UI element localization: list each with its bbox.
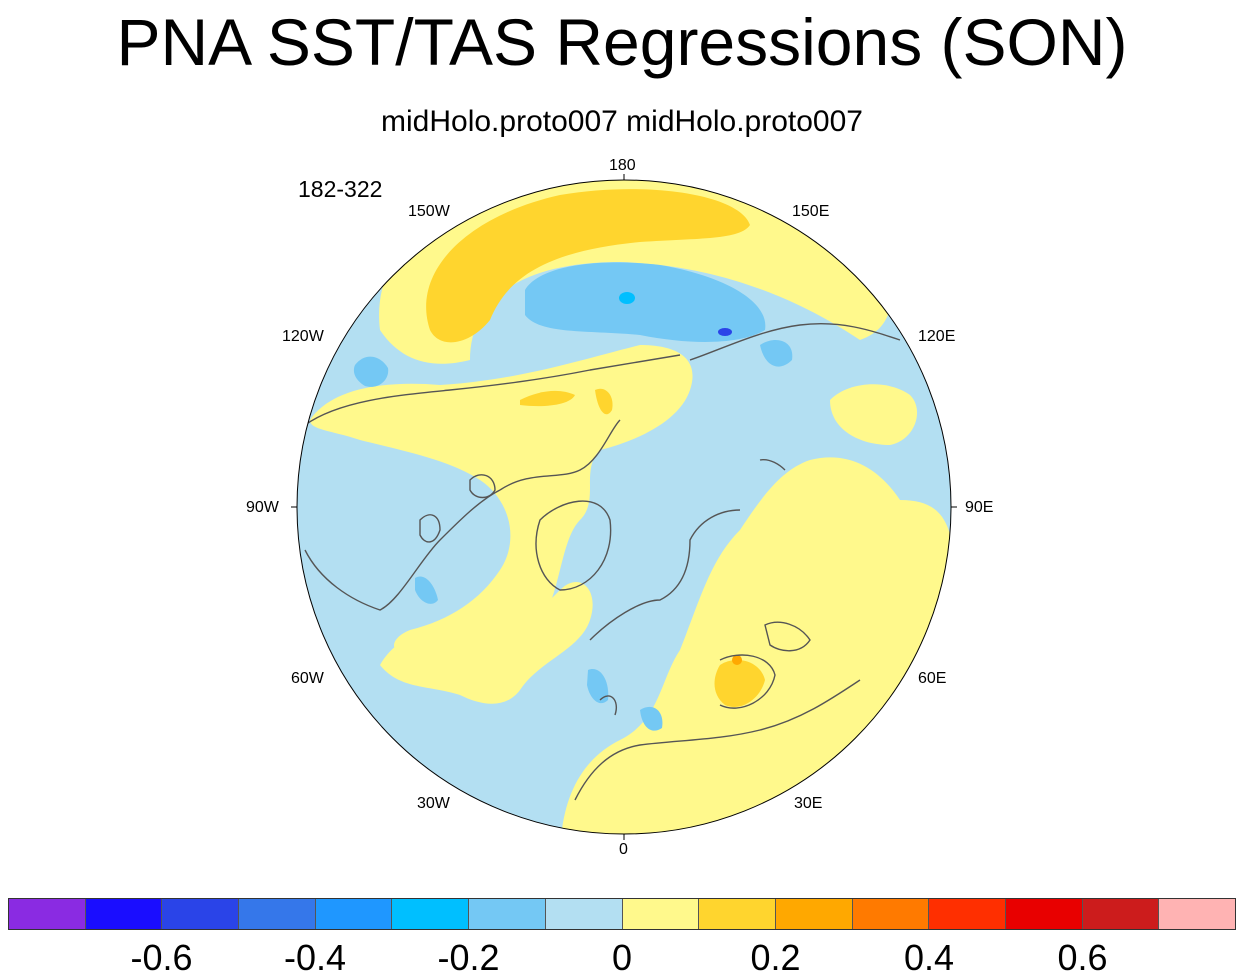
colorbar-swatch (545, 899, 623, 929)
colorbar-swatch (929, 899, 1006, 929)
colorbar-swatch (392, 899, 470, 929)
lon-label-90w: 90W (246, 499, 279, 516)
alaska-negative-pocket (353, 356, 389, 387)
coastlines (304, 322, 901, 801)
colorbar-swatch (162, 899, 240, 929)
colorbar-tick-label: 0.6 (1057, 937, 1108, 978)
colorbar-swatch (622, 899, 700, 929)
colorbar-swatch (852, 899, 930, 929)
chart-subtitle: midHolo.proto007 midHolo.proto007 (381, 105, 863, 138)
lon-label-30e: 30E (794, 795, 823, 812)
asia-negative-pocket (760, 340, 793, 367)
longitude-ticks (291, 174, 957, 840)
colorbar-swatch (775, 899, 853, 929)
bering-orange-streak (595, 388, 613, 415)
colorbar-swatch (315, 899, 393, 929)
atlantic-positive-tongue (380, 581, 593, 704)
colorbar-tick-label: -0.6 (130, 937, 193, 978)
lon-label-0: 0 (619, 841, 628, 858)
colorbar-tick-label: -0.4 (283, 937, 347, 978)
pacific-negative-core (619, 292, 635, 304)
europe-negative-pocket (587, 669, 609, 704)
caspian-orange-patch (714, 660, 765, 708)
colorbar-swatch (239, 899, 316, 929)
lon-label-150e: 150E (792, 203, 830, 220)
colorbar-swatch (85, 899, 163, 929)
eurasia-positive-region (560, 457, 951, 834)
colorbar-swatch (1005, 899, 1083, 929)
lon-label-30w: 30W (417, 795, 450, 812)
lon-label-60w: 60W (291, 670, 324, 687)
arctic-positive-region (310, 345, 693, 653)
labrador-negative-pocket (415, 576, 438, 604)
colorbar-tick-label: 0.4 (903, 937, 955, 978)
chart-title: PNA SST/TAS Regressions (SON) (116, 5, 1128, 79)
lon-label-90e: 90E (965, 499, 994, 516)
colorbar-swatch (1159, 899, 1235, 929)
pacific-negative-spot (718, 328, 732, 336)
year-range-label: 182-322 (298, 176, 383, 202)
colorbar-swatch (9, 899, 86, 929)
colorbar-swatch (469, 899, 546, 929)
caspian-strong-spot (732, 655, 742, 665)
colorbar-swatch (699, 899, 776, 929)
colorbar-tick-label: -0.2 (437, 937, 500, 978)
lon-label-180: 180 (609, 157, 636, 174)
lon-label-120e: 120E (918, 328, 956, 345)
colorbar-swatch (1082, 899, 1160, 929)
colorbar-tick-label: 0.2 (750, 937, 801, 978)
colorbar (8, 898, 1236, 930)
lon-label-150w: 150W (408, 203, 450, 220)
arctic-orange-streak (520, 390, 575, 407)
colorbar-tick-label: 0 (611, 937, 633, 978)
siberia-positive-patch (830, 384, 918, 445)
lon-label-60e: 60E (918, 670, 947, 687)
mediterranean-negative-pocket (640, 706, 663, 731)
polar-stereographic-map (291, 174, 957, 840)
pacific-positive-core (426, 189, 750, 343)
lon-label-120w: 120W (282, 328, 324, 345)
pacific-negative-pocket (525, 262, 766, 342)
